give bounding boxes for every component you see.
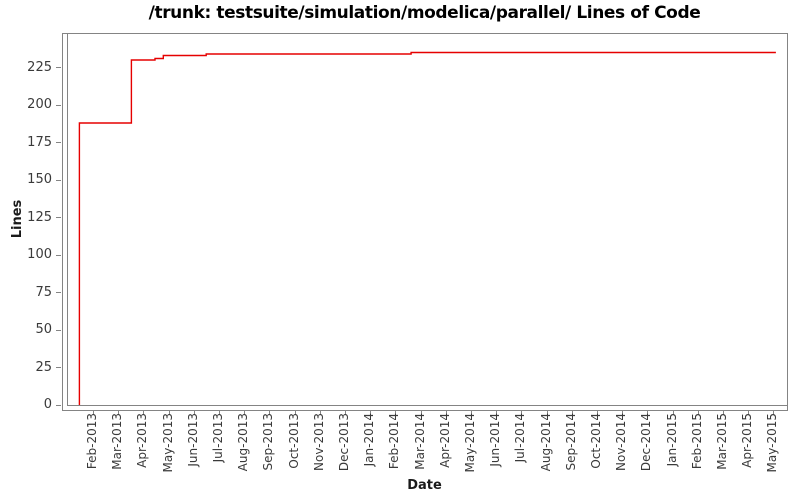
x-axis-line: [67, 405, 787, 406]
x-tick-mark: [345, 411, 346, 415]
y-tick-mark: [56, 329, 61, 331]
x-tick-mark: [496, 411, 498, 415]
x-tick-mark: [471, 411, 472, 415]
x-tick-label: Nov-2013: [311, 413, 326, 471]
x-tick-mark: [118, 411, 120, 415]
x-tick-mark: [319, 411, 321, 415]
y-tick-label: 0: [43, 397, 52, 412]
x-tick-mark: [219, 411, 220, 415]
x-tick-mark: [269, 411, 271, 415]
x-tick-label: Mar-2015: [715, 413, 729, 470]
x-tick-mark: [571, 411, 573, 415]
y-tick-mark: [56, 67, 61, 68]
x-tick-label: Aug-2013: [236, 413, 251, 472]
x-tick-mark: [723, 411, 724, 415]
x-tick-mark: [420, 411, 422, 415]
x-tick-mark: [748, 411, 750, 415]
x-tick-mark: [597, 411, 598, 415]
x-tick-mark: [395, 411, 397, 415]
x-tick-mark: [93, 411, 94, 415]
x-tick-label: Jun-2014: [488, 413, 503, 467]
y-tick-mark: [56, 217, 61, 218]
y-tick-label: 200: [27, 97, 52, 112]
x-tick-label: Feb-2014: [387, 413, 402, 470]
x-tick-label: Jan-2015: [664, 413, 679, 467]
y-tick-mark: [56, 179, 61, 181]
x-tick-label: Dec-2013: [337, 413, 351, 472]
x-tick-label: Jul-2014: [513, 413, 528, 463]
x-tick-mark: [647, 411, 649, 415]
y-tick-mark: [56, 367, 61, 368]
y-tick-mark: [56, 104, 61, 106]
y-tick-mark: [56, 292, 61, 293]
y-tick-label: 25: [35, 359, 52, 375]
y-tick-label: 100: [27, 247, 52, 262]
x-tick-label: Apr-2015: [740, 413, 755, 468]
x-tick-label: Aug-2014: [538, 413, 553, 472]
y-tick-label: 75: [35, 284, 52, 300]
x-tick-label: May-2014: [463, 413, 477, 473]
x-tick-mark: [143, 411, 145, 415]
chart-title: /trunk: testsuite/simulation/modelica/pa…: [148, 3, 701, 23]
x-tick-label: Mar-2014: [412, 413, 427, 470]
x-tick-label: Sep-2013: [261, 413, 276, 471]
y-tick-mark: [56, 142, 61, 143]
x-tick-label: Feb-2013: [85, 413, 99, 470]
x-tick-label: Jul-2013: [211, 413, 225, 463]
y-tick-label: 50: [35, 322, 52, 337]
x-tick-mark: [773, 411, 775, 415]
x-tick-label: Nov-2014: [614, 413, 629, 471]
x-tick-mark: [244, 411, 246, 415]
x-tick-mark: [445, 411, 447, 415]
x-tick-mark: [168, 411, 170, 415]
plot-outline: [62, 33, 788, 411]
x-tick-mark: [521, 411, 523, 415]
x-tick-label: Sep-2014: [563, 413, 578, 471]
x-tick-mark: [697, 411, 699, 415]
y-tick-label: 125: [27, 209, 52, 225]
x-tick-mark: [546, 411, 548, 415]
x-tick-label: Feb-2015: [689, 413, 704, 470]
x-tick-label: Dec-2014: [639, 413, 654, 472]
y-tick-mark: [56, 404, 61, 406]
y-tick-label: 150: [27, 172, 52, 187]
x-tick-mark: [193, 411, 195, 415]
y-tick-label: 175: [27, 134, 52, 150]
x-tick-label: Apr-2014: [437, 413, 452, 468]
y-axis-line: [67, 33, 68, 405]
x-tick-mark: [294, 411, 296, 415]
x-tick-label: Mar-2013: [110, 413, 125, 470]
y-tick-label: 225: [27, 59, 52, 75]
x-tick-label: May-2013: [160, 413, 175, 473]
x-tick-label: Jan-2014: [362, 413, 377, 467]
x-tick-label: Apr-2013: [135, 413, 150, 468]
x-axis-title: Date: [407, 478, 442, 493]
x-tick-mark: [672, 411, 674, 415]
y-tick-mark: [56, 254, 61, 256]
x-tick-label: Jun-2013: [185, 413, 200, 467]
y-axis-title: Lines: [10, 199, 25, 239]
x-tick-label: Oct-2014: [589, 413, 603, 469]
x-tick-mark: [622, 411, 624, 415]
x-tick-label: May-2015: [765, 413, 780, 473]
x-tick-mark: [370, 411, 372, 415]
x-tick-label: Oct-2013: [286, 413, 301, 469]
